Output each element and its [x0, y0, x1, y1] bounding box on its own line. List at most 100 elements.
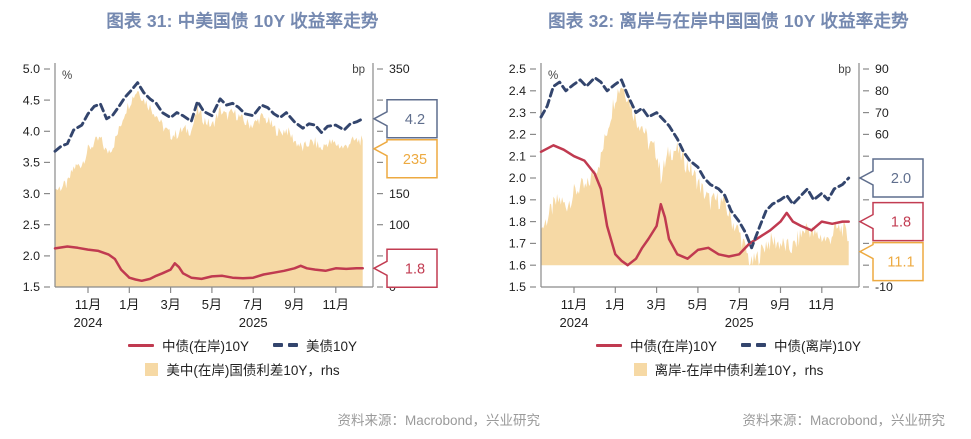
- legend-label: 中债(在岸)10Y: [629, 339, 717, 354]
- chart-32-canvas: 2.5 2.4 2.3 2.2 2.1 2.0 1.9 1.8 1.7 1.6 1.5 90 80 70 6…: [509, 62, 924, 330]
- svg-text:100: 100: [389, 218, 410, 232]
- callout-box: [372, 248, 438, 289]
- svg-text:11月: 11月: [75, 297, 102, 312]
- legend-row: 美中(在岸)国债利差10Y，rhs: [145, 359, 340, 379]
- svg-text:1月: 1月: [119, 297, 139, 312]
- legend-item-ust: 美债10Y: [272, 335, 358, 355]
- area-swatch: [633, 362, 647, 376]
- legend-item-spread: 美中(在岸)国债利差10Y，rhs: [145, 359, 340, 379]
- svg-text:5月: 5月: [688, 297, 708, 312]
- svg-text:1.5: 1.5: [509, 280, 526, 294]
- svg-text:2.0: 2.0: [509, 171, 526, 185]
- right-axis-unit: bp: [352, 64, 365, 76]
- svg-text:9月: 9月: [770, 297, 790, 312]
- legend-label: 美债10Y: [305, 339, 358, 354]
- svg-text:1.8: 1.8: [509, 215, 526, 229]
- svg-text:70: 70: [875, 106, 889, 120]
- chart-31-legend: 中债(在岸)10Y 美债10Y 美中(在岸)国债利差10Y，rhs: [0, 335, 485, 379]
- svg-text:2025: 2025: [239, 315, 268, 330]
- callout-value: 11.1: [887, 255, 914, 271]
- svg-text:4.5: 4.5: [23, 93, 40, 107]
- legend-label: 离岸-在岸中债利差10Y，rhs: [654, 363, 824, 378]
- svg-text:3.0: 3.0: [23, 187, 40, 201]
- axes: [530, 63, 869, 293]
- callout-box: [858, 201, 924, 242]
- spread-area-series: [55, 91, 363, 287]
- source-note-right: 资料来源：Macrobond，兴业研究: [742, 413, 945, 428]
- right-axis-unit: bp: [838, 64, 851, 76]
- area-swatch: [145, 362, 159, 376]
- callout-value: 235: [403, 152, 427, 168]
- svg-text:11月: 11月: [561, 297, 588, 312]
- svg-text:2.0: 2.0: [23, 249, 40, 263]
- callout-box: [372, 139, 438, 179]
- svg-text:2.4: 2.4: [509, 84, 526, 98]
- svg-text:150: 150: [389, 187, 410, 201]
- legend-row: 中债(在岸)10Y 中债(离岸)10Y: [595, 335, 861, 355]
- legend-row: 离岸-在岸中债利差10Y，rhs: [633, 359, 824, 379]
- axes: [44, 63, 383, 293]
- left-axis-unit: %: [548, 70, 558, 82]
- callout-value: 1.8: [405, 261, 425, 277]
- svg-text:2025: 2025: [725, 315, 754, 330]
- axis-labels: 2.5 2.4 2.3 2.2 2.1 2.0 1.9 1.8 1.7 1.6 1.5 90 80 70 6…: [509, 62, 893, 330]
- svg-text:2.2: 2.2: [509, 128, 526, 142]
- svg-text:3月: 3月: [646, 297, 666, 312]
- legend-item-spread: 离岸-在岸中债利差10Y，rhs: [633, 359, 824, 379]
- svg-text:1.7: 1.7: [509, 237, 526, 251]
- svg-text:4.0: 4.0: [23, 125, 40, 139]
- axis-labels: 5.04.54.03.53.02.52.01.5350150100011月1月3…: [23, 62, 410, 330]
- dashed-line-swatch: [741, 343, 766, 347]
- legend-item-offshore: 中债(离岸)10Y: [741, 335, 861, 355]
- legend-label: 美中(在岸)国债利差10Y，rhs: [166, 363, 340, 378]
- left-axis-unit: %: [62, 70, 72, 82]
- chart-32-title: 图表 32: 离岸与在岸中国国债 10Y 收益率走势: [548, 11, 909, 31]
- svg-text:3月: 3月: [160, 297, 180, 312]
- callout-box: [858, 158, 924, 198]
- legend-item-onshore: 中债(在岸)10Y: [127, 335, 249, 355]
- svg-text:2024: 2024: [74, 315, 103, 330]
- svg-text:2.5: 2.5: [509, 62, 526, 76]
- svg-text:1.5: 1.5: [23, 280, 40, 294]
- line-series-group: [53, 81, 365, 283]
- svg-text:7月: 7月: [729, 297, 749, 312]
- chart-32-column: 图表 32: 离岸与在岸中国国债 10Y 收益率走势 2.5 2.4 2.3 2.2 2…: [486, 0, 971, 439]
- svg-text:5月: 5月: [202, 297, 222, 312]
- svg-text:2024: 2024: [560, 315, 589, 330]
- legend-row: 中债(在岸)10Y 美债10Y: [127, 335, 358, 355]
- svg-text:11月: 11月: [323, 297, 350, 312]
- value-callouts: 2.0 1.8 11.1: [858, 158, 924, 282]
- svg-text:-10: -10: [875, 280, 893, 294]
- legend-label: 中债(在岸)10Y: [161, 339, 249, 354]
- chart-32-legend: 中债(在岸)10Y 中债(离岸)10Y 离岸-在岸中债利差10Y，rhs: [486, 335, 971, 379]
- chart-31-canvas: 5.04.54.03.53.02.52.01.5350150100011月1月3…: [23, 62, 438, 330]
- svg-text:1.9: 1.9: [509, 193, 526, 207]
- dashed-line-swatch: [272, 343, 298, 347]
- value-callouts: 4.2 235 1.8: [372, 99, 438, 289]
- source-note-left: 资料来源：Macrobond，兴业研究: [337, 413, 540, 428]
- svg-text:350: 350: [389, 62, 410, 76]
- solid-line-swatch: [595, 343, 622, 347]
- callout-value: 2.0: [891, 171, 911, 187]
- callout-value: 1.8: [891, 215, 911, 231]
- svg-text:2.5: 2.5: [23, 218, 40, 232]
- svg-text:9月: 9月: [284, 297, 304, 312]
- svg-text:3.5: 3.5: [23, 156, 40, 170]
- chart-31-column: 图表 31: 中美国债 10Y 收益率走势 5.0 4.5 4.0 3.5 3.0 2.5…: [0, 0, 485, 439]
- svg-text:11月: 11月: [809, 297, 836, 312]
- legend-label: 中债(离岸)10Y: [774, 339, 862, 354]
- legend-item-onshore: 中债(在岸)10Y: [595, 335, 717, 355]
- chart-31-title: 图表 31: 中美国债 10Y 收益率走势: [106, 11, 379, 31]
- callout-value: 4.2: [405, 112, 425, 128]
- spread-area-series: [541, 87, 849, 266]
- callout-box: [372, 99, 438, 139]
- svg-text:1.6: 1.6: [509, 258, 526, 272]
- svg-text:5.0: 5.0: [23, 62, 40, 76]
- svg-text:60: 60: [875, 128, 889, 142]
- callout-box: [858, 241, 924, 282]
- svg-text:80: 80: [875, 84, 889, 98]
- solid-line-swatch: [127, 343, 154, 347]
- svg-text:90: 90: [875, 62, 889, 76]
- svg-text:2.1: 2.1: [509, 149, 526, 163]
